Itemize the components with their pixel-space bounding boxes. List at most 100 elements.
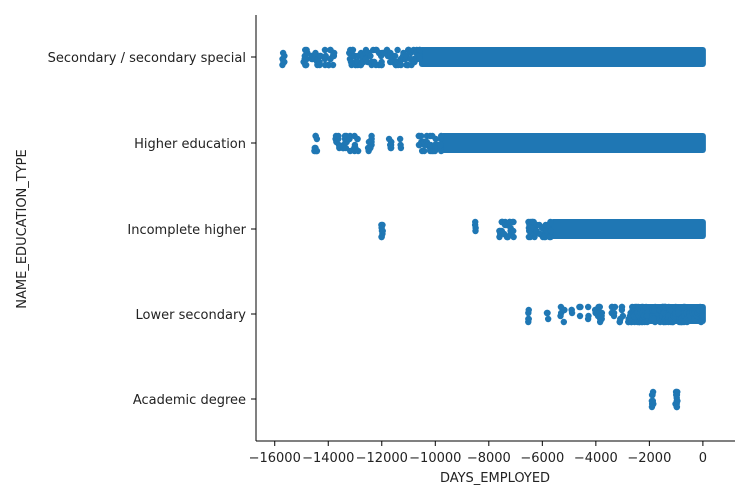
- data-point: [576, 312, 584, 320]
- data-point: [379, 227, 386, 235]
- data-point: [561, 306, 568, 314]
- x-tick-label: −6000: [520, 451, 564, 466]
- data-point: [302, 61, 310, 69]
- x-tick-label: −10000: [409, 451, 461, 466]
- data-point: [596, 303, 603, 311]
- data-point: [697, 318, 705, 326]
- dense-point-band: [440, 133, 706, 153]
- data-point: [651, 306, 658, 314]
- data-point: [379, 221, 386, 229]
- data-point: [367, 52, 374, 60]
- data-point: [387, 144, 395, 152]
- x-tick-label: −12000: [356, 451, 408, 466]
- data-point: [673, 391, 681, 399]
- data-point: [547, 218, 554, 226]
- data-point: [349, 46, 356, 54]
- data-point: [397, 61, 405, 69]
- series-lower-secondary: [525, 303, 706, 326]
- x-tick-label: −2000: [627, 451, 671, 466]
- data-point: [472, 227, 479, 235]
- data-point: [509, 218, 516, 226]
- data-point: [584, 303, 592, 311]
- data-point: [698, 306, 706, 314]
- data-point: [674, 397, 681, 405]
- data-point: [322, 52, 329, 60]
- y-tick-label: Secondary / secondary special: [48, 51, 246, 66]
- x-axis-ticks: −16000 −14000 −12000 −10000 −8000 −6000 −4000−…: [249, 441, 707, 466]
- y-tick-label: Lower secondary: [136, 308, 247, 323]
- data-point: [367, 144, 374, 152]
- data-point: [698, 312, 706, 320]
- dense-point-band: [418, 47, 706, 67]
- data-point: [313, 135, 321, 143]
- data-point: [280, 58, 287, 66]
- data-point: [683, 318, 691, 326]
- data-point: [354, 147, 362, 155]
- data-point: [378, 233, 385, 241]
- data-point: [644, 318, 651, 326]
- data-point: [281, 52, 288, 60]
- data-point: [610, 312, 618, 320]
- data-point: [547, 227, 555, 235]
- data-point: [577, 303, 584, 311]
- data-point: [510, 227, 517, 235]
- data-point: [387, 138, 395, 146]
- data-point: [525, 315, 532, 323]
- x-axis-label: DAYS_EMPLOYED: [440, 471, 550, 486]
- series-academic-degree: [648, 388, 681, 411]
- data-point: [321, 46, 329, 54]
- data-point: [557, 312, 564, 320]
- data-point: [643, 312, 651, 320]
- data-point: [680, 303, 687, 311]
- y-tick-label: Academic degree: [133, 393, 246, 408]
- data-point: [650, 315, 658, 323]
- series-incomplete-higher: [378, 218, 706, 241]
- data-point: [432, 135, 439, 143]
- y-axis-ticks: Secondary / secondary special Higher educ…: [48, 51, 256, 408]
- data-point: [416, 55, 423, 63]
- data-point: [547, 233, 554, 241]
- series-secondary-secondary-special: [279, 46, 706, 69]
- x-tick-label: 0: [699, 451, 707, 466]
- data-point: [396, 135, 404, 143]
- data-point: [667, 306, 675, 314]
- data-point: [674, 309, 682, 317]
- data-point: [568, 306, 575, 314]
- data-point: [649, 391, 656, 399]
- data-point: [316, 58, 323, 66]
- data-point: [368, 132, 375, 140]
- data-point: [335, 132, 342, 140]
- data-point: [437, 132, 445, 140]
- data-point: [368, 138, 375, 146]
- data-point: [397, 141, 404, 149]
- data-point: [598, 312, 605, 320]
- dense-point-band: [550, 219, 706, 239]
- data-point: [303, 55, 310, 63]
- data-point: [329, 52, 337, 60]
- data-point: [472, 218, 479, 226]
- data-point: [391, 52, 399, 60]
- data-point: [525, 306, 532, 314]
- data-point: [510, 233, 517, 241]
- data-point: [416, 46, 424, 54]
- y-tick-label: Higher education: [134, 137, 246, 152]
- data-point: [418, 132, 425, 140]
- x-tick-label: −4000: [574, 451, 618, 466]
- data-point: [394, 46, 401, 54]
- data-point: [325, 61, 332, 69]
- x-tick-label: −8000: [467, 451, 511, 466]
- data-point: [673, 403, 680, 411]
- data-point: [313, 147, 321, 155]
- data-point: [354, 135, 361, 143]
- data-point: [618, 306, 626, 314]
- x-tick-label: −14000: [302, 451, 354, 466]
- x-tick-label: −16000: [249, 451, 301, 466]
- data-point: [303, 46, 310, 54]
- data-point: [642, 303, 650, 311]
- data-point: [378, 61, 385, 69]
- data-point: [585, 312, 592, 320]
- data-point: [544, 309, 551, 317]
- data-point: [619, 312, 627, 320]
- plot-area: [279, 46, 706, 411]
